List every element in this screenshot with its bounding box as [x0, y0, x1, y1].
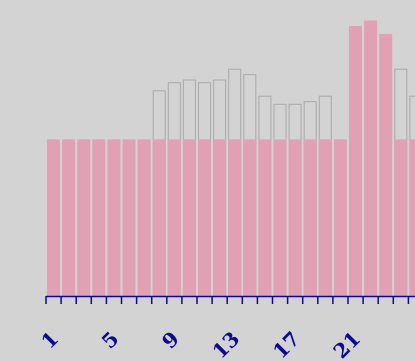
bar-4	[92, 139, 106, 296]
bar-6	[122, 139, 136, 296]
bar-17	[288, 139, 302, 296]
bar-5	[107, 139, 121, 296]
x-tick-label-5: 5	[97, 327, 124, 354]
bar-19	[318, 139, 332, 296]
bar-13	[228, 139, 242, 296]
x-tick-label-17: 17	[268, 327, 305, 361]
bar-15	[258, 139, 272, 296]
base-bars	[47, 20, 415, 296]
bar-9	[167, 139, 181, 296]
bar-3	[77, 139, 91, 296]
x-tick-label-1: 1	[36, 327, 63, 354]
bar-20	[333, 139, 347, 296]
bar-23	[379, 34, 393, 296]
x-tick-label-9: 9	[157, 327, 184, 354]
x-axis-tick-labels: 1 5 9 13 17 21	[36, 327, 365, 361]
bar-11	[198, 139, 211, 296]
bar-24	[394, 139, 408, 296]
bar-10	[182, 139, 196, 296]
bar-7	[137, 139, 151, 296]
bar-8	[152, 139, 166, 296]
x-axis-ticks	[45, 296, 410, 304]
bar-2	[62, 139, 76, 296]
x-tick-label-13: 13	[208, 327, 245, 361]
bar-18	[303, 139, 317, 296]
bar-25	[409, 139, 415, 296]
bar-22	[364, 20, 378, 296]
bar-12	[213, 139, 227, 296]
bar-21	[349, 26, 362, 296]
x-tick-label-21: 21	[328, 327, 365, 361]
bar-1	[47, 139, 60, 296]
bar-16	[273, 139, 287, 296]
bar-14	[243, 139, 257, 296]
